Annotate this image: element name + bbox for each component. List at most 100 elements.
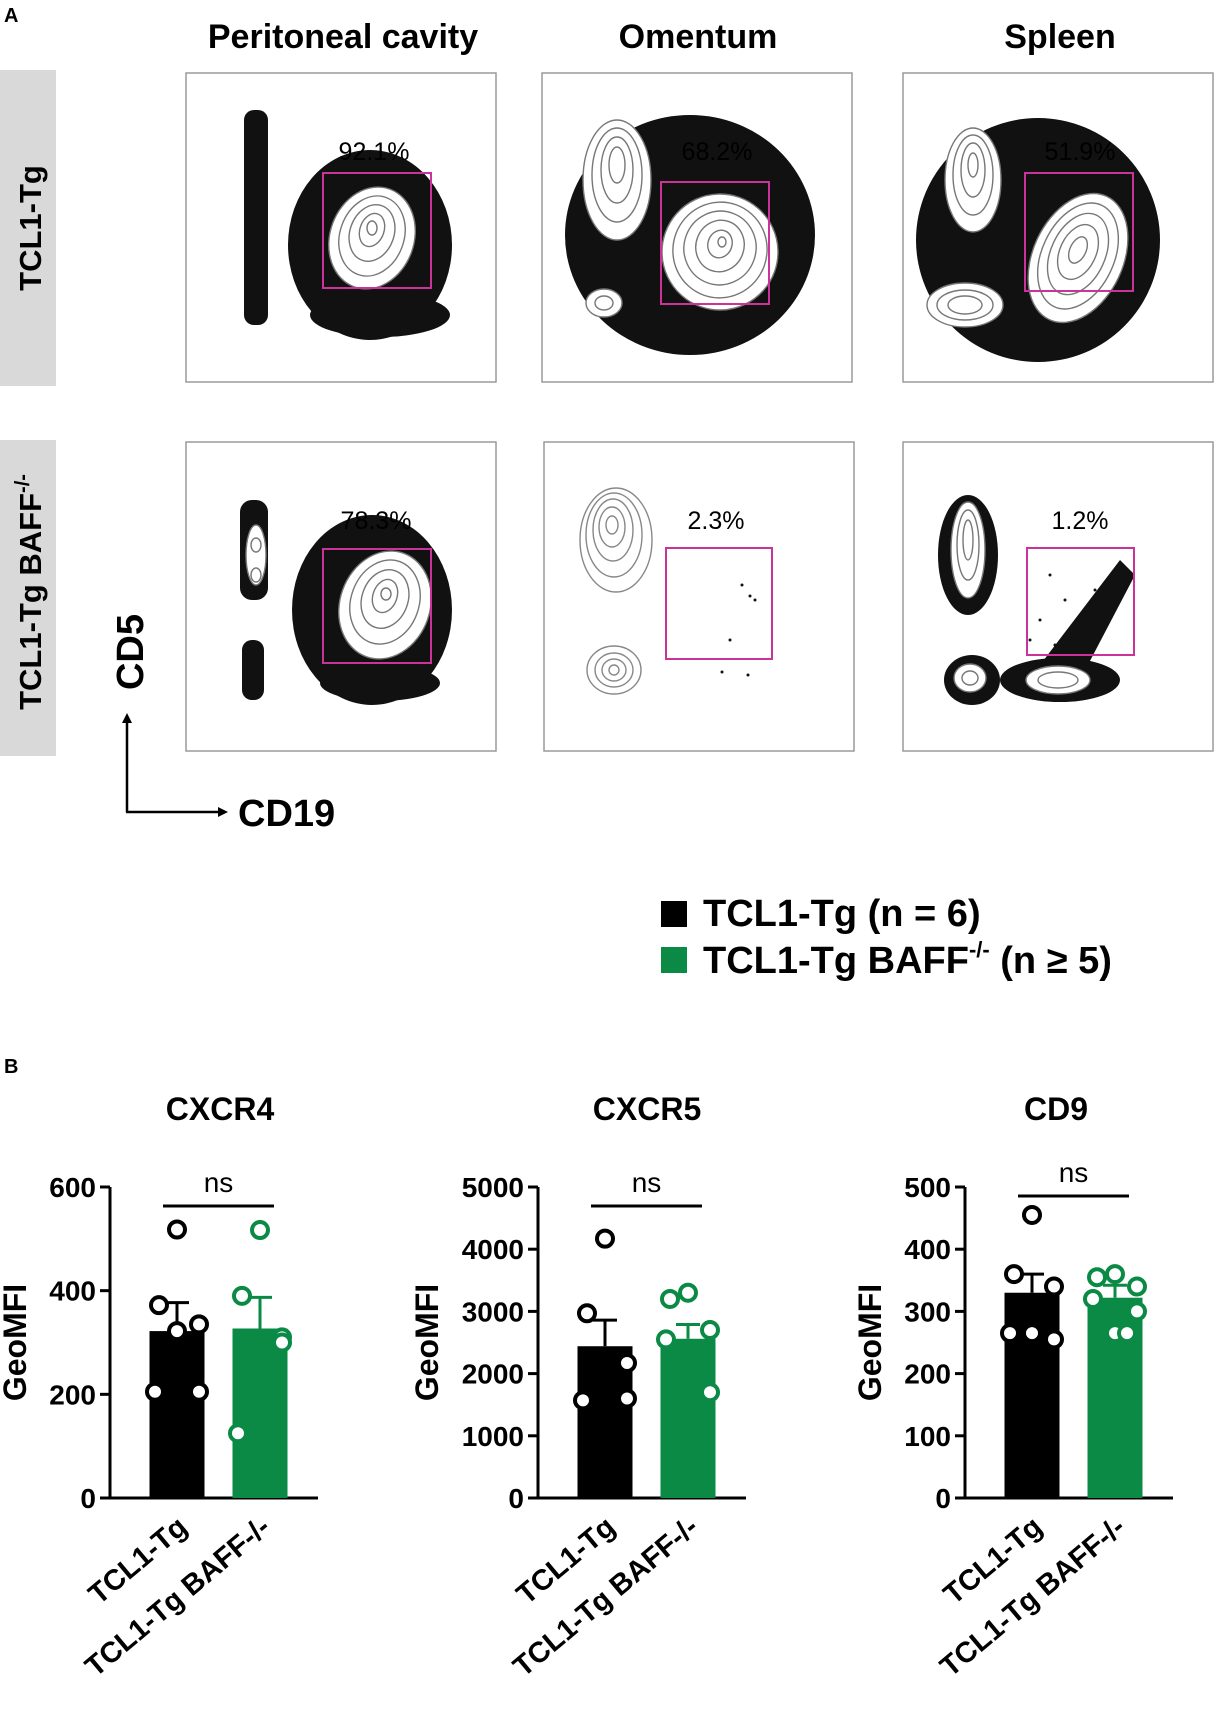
- bar: [149, 1331, 205, 1498]
- panel-a-label: A: [4, 5, 18, 27]
- dot-cloud: [310, 293, 450, 337]
- contour-lines: [328, 186, 416, 290]
- data-point: [228, 1423, 248, 1444]
- y-tick-label: 5000: [462, 1172, 524, 1203]
- flow-plots: [185, 72, 1214, 752]
- row-label-band-tg: [0, 70, 56, 386]
- y-tick-label: 4000: [462, 1234, 524, 1265]
- flow-plot-sp-baff: 1.2%: [938, 495, 1135, 705]
- bar: [660, 1338, 716, 1498]
- data-point: [149, 1295, 169, 1316]
- y-tick-label: 400: [49, 1276, 96, 1307]
- flow-plot-pc-tg: 92.1%: [244, 110, 452, 340]
- gate-percentage: 1.2%: [1052, 507, 1109, 535]
- legend-swatch-tg: [661, 901, 687, 927]
- dot-cloud: [1040, 560, 1135, 680]
- data-point: [617, 1353, 637, 1374]
- legend: TCL1-Tg (n = 6) TCL1-Tg BAFF-/- (n ≥ 5): [661, 893, 1112, 982]
- column-title-peritoneal: Peritoneal cavity: [208, 18, 478, 56]
- data-point: [1022, 1323, 1042, 1344]
- contour-lines: [582, 119, 779, 318]
- flow-plot-om-tg: 68.2%: [565, 115, 815, 355]
- flow-plot-frame: [185, 72, 497, 383]
- y-tick-label: 100: [904, 1421, 951, 1452]
- flow-plot-sp-tg: 51.9%: [916, 118, 1160, 362]
- legend-swatch-baff: [661, 947, 687, 973]
- flow-plot-frame: [902, 441, 1214, 752]
- contour-lines: [579, 487, 653, 695]
- data-point: [660, 1288, 680, 1309]
- data-point: [700, 1320, 720, 1341]
- axis-arrows: CD5 CD19: [110, 614, 335, 835]
- bar-chart-cd9: CD90100200300400500GeoMFITCL1-TgTCL1-Tg …: [852, 1091, 1173, 1683]
- data-point: [1127, 1301, 1147, 1322]
- row-label-baff-main: TCL1-Tg BAFF: [13, 493, 48, 710]
- dot-cloud: [244, 110, 268, 325]
- chart-title: CXCR4: [166, 1091, 275, 1127]
- y-tick-label: 500: [904, 1172, 951, 1203]
- data-point: [1083, 1288, 1103, 1309]
- dot-cloud: [720, 583, 757, 677]
- y-tick-label: 200: [904, 1359, 951, 1390]
- gate-percentage: 78.3%: [341, 507, 412, 535]
- y-tick-label: 0: [508, 1483, 524, 1514]
- contour-lines: [950, 501, 1091, 695]
- row-label-baff-sup: -/-: [12, 474, 34, 493]
- data-point: [678, 1282, 698, 1303]
- y-tick-label: 3000: [462, 1296, 524, 1327]
- y-tick-label: 2000: [462, 1359, 524, 1390]
- data-point: [1087, 1267, 1107, 1288]
- gate-percentage: 92.1%: [339, 138, 410, 166]
- data-point: [1044, 1276, 1064, 1297]
- y-axis-label: GeoMFI: [852, 1284, 888, 1401]
- contour-lines: [245, 524, 432, 660]
- y-arrow-label: CD5: [110, 614, 152, 690]
- data-point: [573, 1390, 593, 1411]
- data-point: [189, 1381, 209, 1402]
- gate-box: [660, 181, 770, 305]
- dot-cloud: [320, 665, 440, 701]
- gate-box: [1024, 172, 1134, 292]
- data-point: [232, 1285, 252, 1306]
- y-tick-label: 300: [904, 1296, 951, 1327]
- panel-b-label: B: [4, 1056, 18, 1078]
- data-point: [250, 1220, 270, 1241]
- data-point: [145, 1381, 165, 1402]
- flow-plot-frame: [543, 441, 855, 752]
- gate-box: [665, 547, 773, 660]
- row-label-baff: TCL1-Tg BAFF-/-: [12, 474, 48, 710]
- data-point: [167, 1219, 187, 1240]
- data-point: [617, 1388, 637, 1409]
- data-point: [189, 1314, 209, 1335]
- legend-label-baff-main: TCL1-Tg BAFF: [703, 940, 969, 982]
- data-point: [1000, 1323, 1020, 1344]
- flow-plot-pc-baff: 78.3%: [240, 500, 452, 705]
- data-point: [1105, 1264, 1125, 1285]
- y-tick-label: 200: [49, 1379, 96, 1410]
- legend-label-tg: TCL1-Tg (n = 6): [703, 893, 981, 935]
- bar: [232, 1328, 288, 1498]
- dot-cloud: [1028, 573, 1097, 647]
- gate-box: [322, 172, 432, 289]
- gate-percentage: 68.2%: [682, 138, 753, 166]
- data-point: [1044, 1329, 1064, 1350]
- data-point: [700, 1382, 720, 1403]
- y-tick-label: 400: [904, 1234, 951, 1265]
- x-arrow-label: CD19: [238, 793, 335, 835]
- data-point: [272, 1332, 292, 1353]
- column-title-omentum: Omentum: [619, 18, 778, 56]
- dot-cloud: [242, 640, 264, 700]
- flow-plot-frame: [541, 72, 853, 383]
- legend-label-baff: TCL1-Tg BAFF-/- (n ≥ 5): [703, 937, 1112, 982]
- y-tick-label: 0: [80, 1483, 96, 1514]
- column-title-spleen: Spleen: [1004, 18, 1115, 56]
- data-point: [595, 1228, 615, 1249]
- data-point: [656, 1329, 676, 1350]
- row-label-band-baff: [0, 440, 56, 756]
- flow-plot-frame: [902, 72, 1214, 383]
- y-axis-label: GeoMFI: [409, 1284, 445, 1401]
- gate-box: [1026, 547, 1135, 656]
